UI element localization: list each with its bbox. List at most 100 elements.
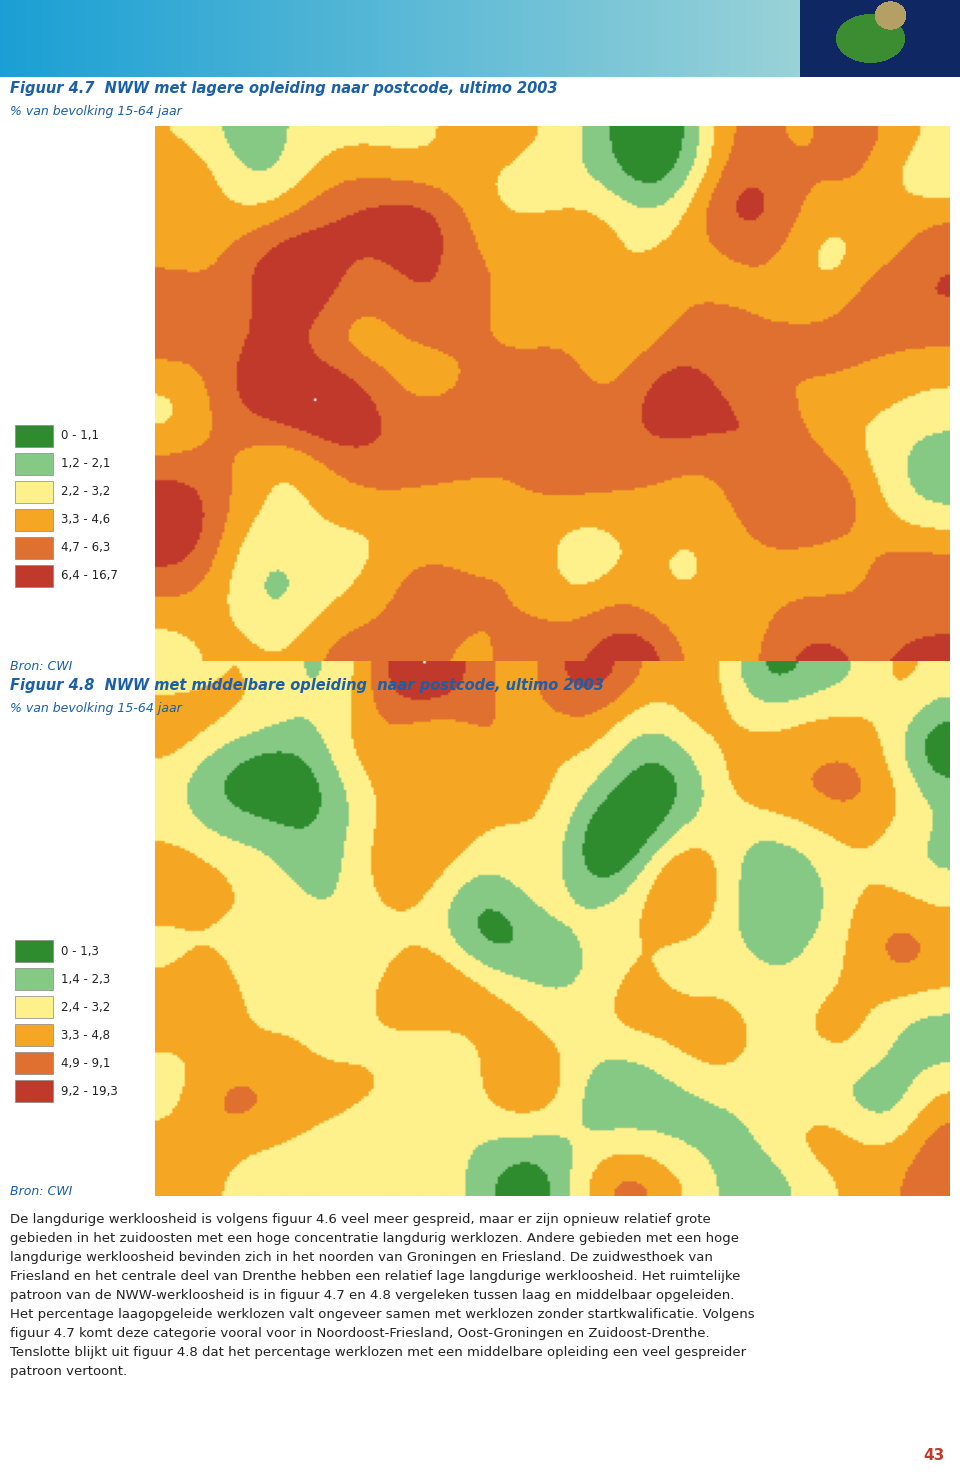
Bar — [429, 0, 433, 77]
Bar — [45, 0, 49, 77]
Bar — [288, 0, 292, 77]
Bar — [26, 0, 30, 77]
Bar — [592, 0, 596, 77]
Bar — [752, 0, 756, 77]
Bar — [134, 0, 138, 77]
Bar — [202, 0, 205, 77]
Bar — [48, 0, 52, 77]
Bar — [499, 0, 503, 77]
Bar — [247, 0, 251, 77]
Bar — [144, 0, 148, 77]
Bar — [608, 0, 612, 77]
Bar — [823, 0, 827, 77]
Bar — [919, 0, 923, 77]
Bar — [535, 0, 539, 77]
Bar — [12, 0, 17, 77]
Bar — [867, 0, 872, 77]
Bar — [698, 0, 702, 77]
Bar — [746, 0, 750, 77]
Bar — [506, 0, 510, 77]
Bar — [291, 0, 296, 77]
Bar — [518, 0, 522, 77]
Bar — [391, 0, 395, 77]
Bar — [902, 0, 906, 77]
Bar — [154, 0, 157, 77]
Bar — [938, 0, 942, 77]
Bar — [410, 0, 414, 77]
Bar — [400, 0, 404, 77]
Bar — [448, 0, 452, 77]
Bar — [605, 0, 609, 77]
Bar — [425, 0, 430, 77]
Bar — [339, 0, 344, 77]
Bar — [15, 997, 53, 1017]
Bar — [835, 0, 839, 77]
Bar — [355, 0, 359, 77]
Bar — [173, 0, 177, 77]
Bar — [137, 0, 142, 77]
Bar — [643, 0, 647, 77]
Bar — [189, 0, 193, 77]
Bar — [464, 0, 468, 77]
Text: 9,2 - 19,3: 9,2 - 19,3 — [61, 1084, 118, 1097]
Bar — [708, 0, 711, 77]
Bar — [125, 0, 129, 77]
Text: 0 - 1,3: 0 - 1,3 — [61, 945, 99, 958]
Bar — [771, 0, 776, 77]
Bar — [653, 0, 657, 77]
Bar — [435, 0, 440, 77]
Bar — [413, 0, 417, 77]
Text: De langdurige werkloosheid is volgens figuur 4.6 veel meer gespreid, maar er zij: De langdurige werkloosheid is volgens fi… — [10, 1213, 710, 1226]
Bar — [557, 0, 561, 77]
Bar — [554, 0, 558, 77]
Bar — [237, 0, 241, 77]
Bar — [852, 0, 855, 77]
Bar — [806, 0, 810, 77]
Bar — [182, 0, 186, 77]
Bar — [915, 0, 920, 77]
Bar — [74, 0, 78, 77]
Bar — [487, 0, 491, 77]
Bar — [861, 0, 865, 77]
Bar — [948, 0, 951, 77]
Bar — [819, 0, 824, 77]
Bar — [684, 0, 689, 77]
Bar — [749, 0, 753, 77]
Bar — [525, 0, 529, 77]
Bar — [304, 0, 308, 77]
Bar — [838, 0, 843, 77]
Text: % van bevolking 15-64 jaar: % van bevolking 15-64 jaar — [10, 702, 181, 715]
Bar — [16, 0, 20, 77]
Bar — [797, 0, 801, 77]
Bar — [442, 0, 445, 77]
Bar — [540, 0, 545, 77]
Bar — [787, 0, 791, 77]
Bar — [816, 0, 820, 77]
Bar — [732, 0, 737, 77]
Text: 3,3 - 4,6: 3,3 - 4,6 — [61, 514, 110, 527]
Bar — [3, 0, 8, 77]
Bar — [880, 0, 884, 77]
Text: 2,2 - 3,2: 2,2 - 3,2 — [61, 486, 110, 499]
Bar — [250, 0, 253, 77]
Bar — [372, 0, 375, 77]
Bar — [758, 0, 762, 77]
Bar — [86, 0, 90, 77]
Text: Bron: CWI: Bron: CWI — [10, 1185, 72, 1198]
Bar — [583, 0, 587, 77]
Bar — [564, 0, 567, 77]
Bar — [118, 0, 123, 77]
Bar — [761, 0, 766, 77]
Bar — [368, 0, 372, 77]
Bar — [272, 0, 276, 77]
Bar — [15, 564, 53, 586]
Bar — [128, 0, 132, 77]
Bar — [804, 0, 807, 77]
Bar — [15, 1080, 53, 1102]
Bar — [298, 0, 301, 77]
Bar — [957, 0, 960, 77]
Bar — [15, 969, 53, 989]
Bar — [58, 0, 61, 77]
Bar — [252, 0, 257, 77]
Bar — [218, 0, 222, 77]
